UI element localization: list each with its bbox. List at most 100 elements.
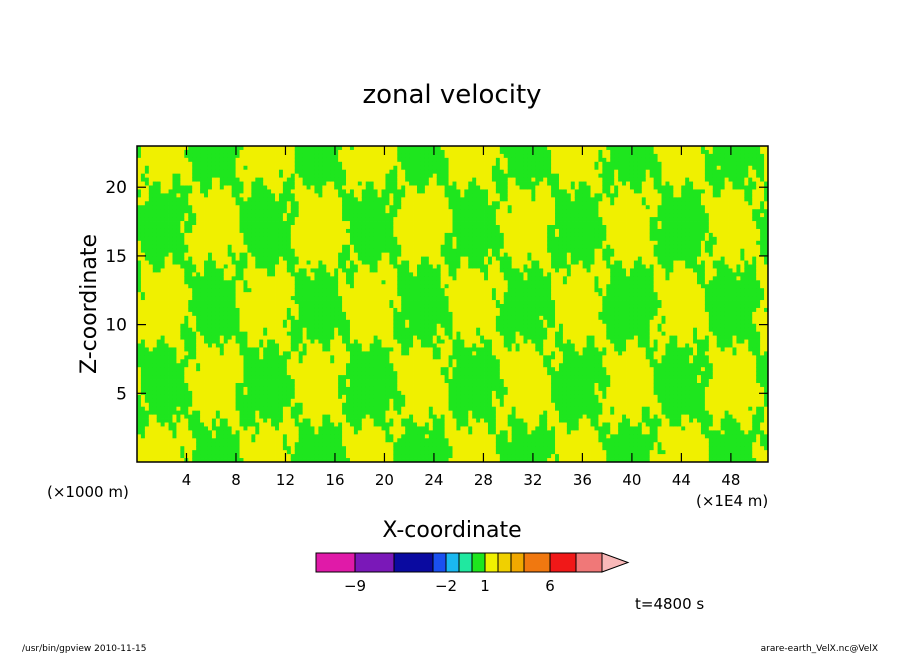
field-cell [362,379,366,383]
field-cell [378,316,382,320]
field-cell [200,328,204,332]
field-cell [271,300,275,304]
field-cell [228,193,232,197]
field-cell [279,324,283,328]
field-cell [172,328,176,332]
field-cell [169,170,173,174]
field-cell [192,324,196,328]
field-cell [161,304,165,308]
field-cell [188,419,192,423]
field-cell [240,446,244,450]
field-cell [172,158,176,162]
field-cell [303,359,307,363]
field-cell [291,296,295,300]
field-cell [243,355,247,359]
field-cell [243,423,247,427]
field-cell [184,272,188,276]
field-cell [378,253,382,257]
field-cell [255,221,259,225]
field-cell [299,415,303,419]
field-cell [338,209,342,213]
field-cell [157,265,161,269]
field-cell [236,300,240,304]
field-cell [287,201,291,205]
field-cell [240,213,244,217]
field-cell [362,296,366,300]
field-cell [240,257,244,261]
field-cell [311,158,315,162]
field-cell [220,328,224,332]
field-cell [263,245,267,249]
field-cell [314,233,318,237]
field-cell [370,359,374,363]
field-cell [251,265,255,269]
field-cell [243,197,247,201]
field-cell [370,308,374,312]
field-cell [243,170,247,174]
field-cell [259,257,263,261]
field-cell [267,253,271,257]
field-cell [204,340,208,344]
field-cell [192,193,196,197]
field-cell [169,253,173,257]
field-cell [247,454,251,458]
field-cell [299,344,303,348]
field-cell [208,340,212,344]
field-cell [338,241,342,245]
field-cell [318,316,322,320]
field-cell [307,300,311,304]
field-cell [228,379,232,383]
field-cell [358,265,362,269]
field-cell [271,182,275,186]
field-cell [314,221,318,225]
field-cell [243,201,247,205]
field-cell [165,249,169,253]
field-cell [358,221,362,225]
field-cell [212,328,216,332]
field-cell [271,158,275,162]
field-cell [172,154,176,158]
field-cell [303,150,307,154]
field-cell [338,304,342,308]
field-cell [184,253,188,257]
field-cell [172,419,176,423]
field-cell [204,205,208,209]
field-cell [354,213,358,217]
field-cell [374,391,378,395]
field-cell [200,371,204,375]
field-cell [362,344,366,348]
field-cell [287,197,291,201]
field-cell [358,430,362,434]
field-cell [236,174,240,178]
field-cell [188,249,192,253]
field-cell [338,419,342,423]
field-cell [188,229,192,233]
field-cell [176,213,180,217]
field-cell [271,446,275,450]
field-cell [307,245,311,249]
field-cell [251,217,255,221]
field-cell [165,245,169,249]
field-cell [362,225,366,229]
field-cell [192,154,196,158]
field-cell [196,419,200,423]
field-cell [157,316,161,320]
field-cell [318,411,322,415]
field-cell [184,375,188,379]
field-cell [165,347,169,351]
field-cell [311,391,315,395]
field-cell [224,312,228,316]
field-cell [247,340,251,344]
field-cell [165,257,169,261]
field-cell [342,197,346,201]
field-cell [145,336,149,340]
field-cell [145,276,149,280]
field-cell [314,387,318,391]
field-cell [303,379,307,383]
field-cell [279,209,283,213]
field-cell [216,280,220,284]
field-cell [374,332,378,336]
field-cell [334,229,338,233]
field-cell [161,201,165,205]
field-cell [153,308,157,312]
